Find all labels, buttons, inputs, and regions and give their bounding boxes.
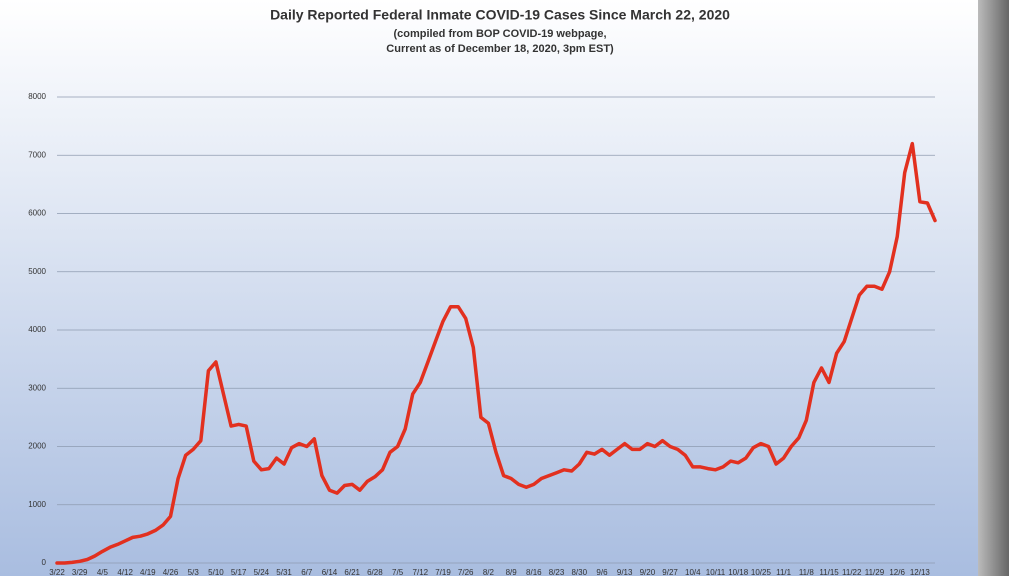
plot-background [0,0,978,576]
x-tick-label: 4/19 [140,568,156,576]
x-tick-label: 12/6 [889,568,905,576]
x-tick-label: 5/3 [188,568,200,576]
x-tick-label: 9/27 [662,568,678,576]
y-tick-label: 1000 [28,500,46,509]
x-tick-label: 8/16 [526,568,542,576]
x-tick-label: 11/15 [819,568,839,576]
x-tick-label: 10/4 [685,568,701,576]
x-tick-label: 10/11 [706,568,726,576]
line-series [55,141,937,565]
x-tick-label: 7/19 [435,568,451,576]
y-tick-label: 6000 [28,209,46,218]
y-tick-label: 2000 [28,442,46,451]
chart-subtitle: Current as of December 18, 2020, 3pm EST… [386,43,614,55]
x-tick-label: 5/17 [231,568,247,576]
x-tick-label: 6/28 [367,568,383,576]
x-tick-label: 6/14 [322,568,338,576]
x-tick-label: 5/10 [208,568,224,576]
y-tick-label: 7000 [28,150,46,159]
x-tick-label: 8/2 [483,568,495,576]
frame-edge [978,0,1009,576]
x-tick-label: 11/22 [842,568,862,576]
x-tick-label: 12/13 [910,568,931,576]
y-tick-label: 0 [42,558,47,567]
x-tick-label: 11/29 [865,568,885,576]
x-tick-label: 7/12 [413,568,429,576]
x-tick-label: 8/30 [571,568,587,576]
x-tick-label: 9/6 [596,568,608,576]
y-tick-label: 8000 [28,92,46,101]
x-tick-label: 7/5 [392,568,404,576]
y-tick-label: 3000 [28,383,46,392]
chart-subtitle: (compiled from BOP COVID-19 webpage, [393,28,606,40]
x-tick-label: 3/22 [49,568,65,576]
x-tick-label: 4/5 [97,568,109,576]
x-tick-label: 8/23 [549,568,565,576]
x-tick-label: 11/1 [776,568,792,576]
x-tick-label: 9/20 [640,568,656,576]
y-tick-label: 5000 [28,267,46,276]
x-tick-label: 10/25 [751,568,772,576]
x-tick-label: 8/9 [506,568,518,576]
x-tick-label: 7/26 [458,568,474,576]
chart-title: Daily Reported Federal Inmate COVID-19 C… [270,7,730,23]
x-tick-label: 5/31 [276,568,292,576]
x-tick-label: 4/12 [117,568,133,576]
x-tick-label: 11/8 [799,568,815,576]
x-tick-label: 5/24 [254,568,270,576]
x-tick-label: 3/29 [72,568,88,576]
y-tick-label: 4000 [28,325,46,334]
x-tick-label: 6/7 [301,568,313,576]
x-tick-label: 6/21 [344,568,360,576]
x-tick-label: 4/26 [163,568,179,576]
x-tick-label: 9/13 [617,568,633,576]
x-tick-label: 10/18 [728,568,749,576]
